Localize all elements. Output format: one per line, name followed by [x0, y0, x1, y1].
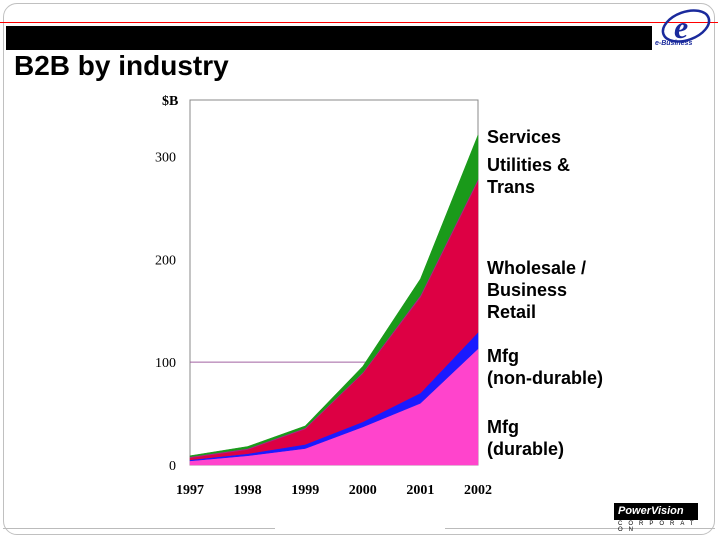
legend-label-2: Wholesale / Business Retail [487, 258, 586, 322]
legend-label-0: Services [487, 127, 561, 147]
x-tick-label-1999: 1999 [291, 483, 319, 498]
x-tick-label-1998: 1998 [234, 483, 262, 498]
y-tick-label-300: 300 [155, 151, 176, 166]
logo-caption: e-Business [655, 40, 693, 47]
x-tick-label-2001: 2001 [406, 483, 434, 498]
x-tick-label-2000: 2000 [349, 483, 377, 498]
area-services-4 [189, 134, 479, 458]
legend-label-1: Utilities & Trans [487, 155, 570, 197]
y-tick-label-200: 200 [155, 253, 176, 268]
x-tick-label-1997: 1997 [176, 483, 204, 498]
header-rule [0, 22, 718, 23]
y-tick-label-100: 100 [155, 356, 176, 371]
page-title: B2B by industry [14, 50, 229, 81]
logo-letter: e [674, 9, 688, 45]
x-tick-label-2002: 2002 [464, 483, 492, 498]
y-tick-label-0: 0 [169, 459, 176, 474]
footer-rule-right [445, 528, 715, 529]
slide-frame [3, 3, 715, 535]
powervision-logo [614, 503, 698, 520]
footer-rule-left [3, 528, 275, 529]
y-axis-label: $B [162, 94, 178, 109]
legend-label-3: Mfg (non-durable) [487, 346, 603, 388]
powervision-logo-text: PowerVision [618, 505, 684, 517]
e-business-logo: e [661, 9, 711, 45]
powervision-corp-text: CORPORAT ON [618, 521, 700, 533]
legend-label-4: Mfg (durable) [487, 417, 564, 459]
title-bar [6, 26, 652, 50]
